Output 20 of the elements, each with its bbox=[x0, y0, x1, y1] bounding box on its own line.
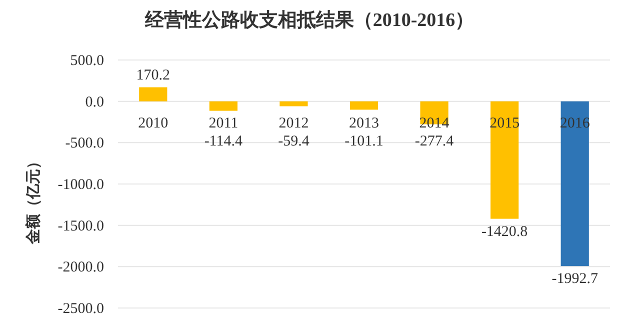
x-tick-label: 2013 bbox=[349, 115, 379, 132]
y-tick-label: -2500.0 bbox=[58, 301, 104, 317]
y-tick-label: -1000.0 bbox=[58, 177, 104, 193]
x-tick-label: 2011 bbox=[208, 115, 238, 132]
data-label: -114.4 bbox=[204, 133, 244, 150]
data-label: -1992.7 bbox=[552, 271, 598, 288]
x-tick-label: 2010 bbox=[138, 115, 168, 132]
chart-title: 经营性公路收支相抵结果（2010-2016） bbox=[144, 9, 474, 31]
data-label: -101.1 bbox=[344, 133, 384, 150]
y-tick-label: -2000.0 bbox=[58, 260, 104, 276]
y-tick-label: -500.0 bbox=[65, 136, 104, 152]
data-label: -277.4 bbox=[414, 133, 454, 150]
data-label: -1420.8 bbox=[481, 224, 528, 240]
x-tick-label: 2012 bbox=[278, 115, 309, 132]
y-tick-label: 0.0 bbox=[85, 94, 104, 110]
y-tick-label: -1500.0 bbox=[58, 218, 104, 234]
data-label: -59.4 bbox=[278, 133, 310, 150]
y-axis-title: 金额（亿元） bbox=[24, 154, 42, 245]
data-label: 170.2 bbox=[136, 67, 170, 84]
y-tick-label: 500.0 bbox=[70, 53, 104, 69]
